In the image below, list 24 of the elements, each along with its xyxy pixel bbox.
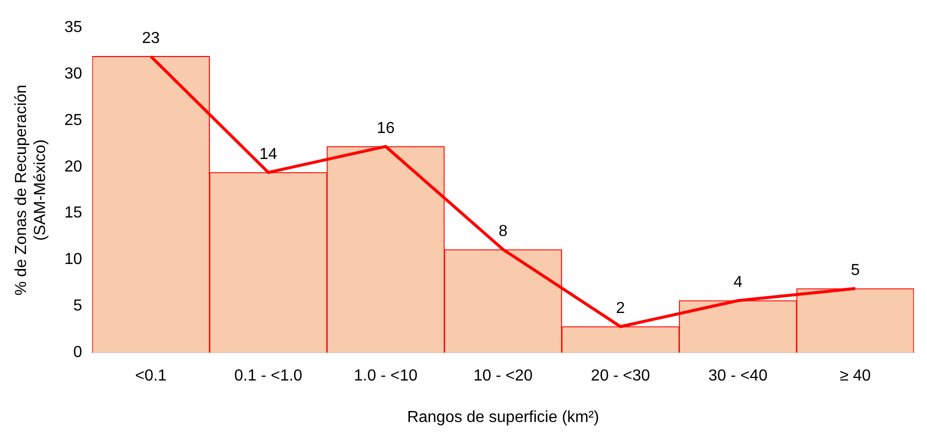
y-axis-title: % de Zonas de Recuperación (SAM-México) bbox=[13, 84, 50, 296]
x-tick-label: 0.1 - <1.0 bbox=[234, 368, 302, 385]
y-tick-label: 15 bbox=[64, 204, 82, 222]
y-tick-label: 10 bbox=[64, 251, 82, 268]
x-tick-label: 10 - <20 bbox=[474, 368, 533, 385]
x-tick-label: 20 - <30 bbox=[590, 368, 650, 385]
annotation: 14 bbox=[259, 146, 278, 163]
y-tick-label: 20 bbox=[64, 158, 82, 176]
y-tick-label: 25 bbox=[64, 112, 82, 129]
x-tick-label: ≥ 40 bbox=[840, 368, 871, 385]
annotation: 16 bbox=[376, 120, 395, 137]
annotation: 8 bbox=[498, 222, 508, 240]
x-tick-label: 1.0 - <10 bbox=[354, 368, 418, 385]
annotation: 5 bbox=[850, 262, 860, 279]
y-tick-label: 5 bbox=[73, 298, 82, 315]
annotation: 4 bbox=[733, 274, 742, 292]
x-tick-label: <0.1 bbox=[135, 368, 167, 385]
y-tick-label: 30 bbox=[64, 65, 82, 82]
y-tick-label: 0 bbox=[73, 344, 82, 362]
x-axis-title: Rangos de superficie (km²) bbox=[407, 408, 600, 426]
x-tick-label: 30 - <40 bbox=[708, 368, 768, 385]
y-tick-label: 35 bbox=[64, 19, 82, 36]
annotation: 23 bbox=[142, 30, 160, 47]
annotation: 2 bbox=[616, 300, 626, 318]
